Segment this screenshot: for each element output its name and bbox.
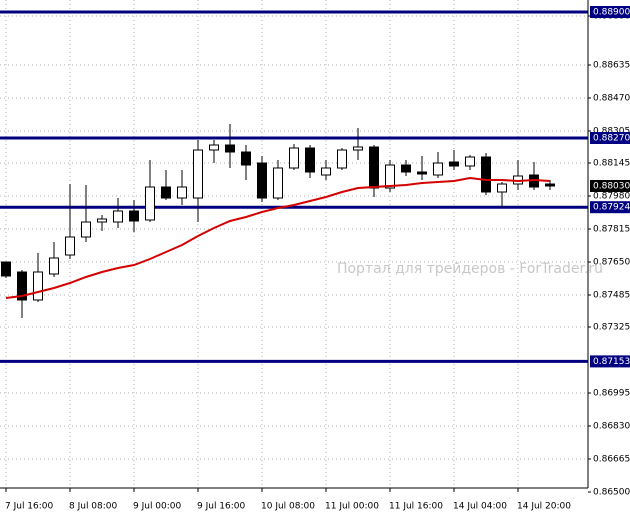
- price-label: 0.88900: [593, 8, 630, 18]
- y-tick-label: 0.87815: [593, 225, 630, 235]
- candle-body: [433, 162, 443, 176]
- price-label-box: [590, 6, 630, 18]
- candle-body: [145, 186, 155, 221]
- candle-body: [385, 164, 395, 189]
- last-price-label: 0.88030: [593, 182, 630, 192]
- candle-body: [49, 257, 59, 275]
- x-tick-label: 8 Jul 08:00: [69, 502, 118, 512]
- candle-body: [17, 271, 27, 301]
- candle-body: [113, 210, 123, 223]
- x-tick-label: 14 Jul 04:00: [453, 502, 507, 512]
- moving-average: [5, 176, 551, 299]
- candle-body: [289, 147, 299, 169]
- y-tick-label: 0.87650: [593, 258, 630, 268]
- watermark: Портал для трейдеров - ForTrader.ru: [337, 261, 603, 277]
- x-tick-label: 10 Jul 08:00: [261, 502, 315, 512]
- candle-body: [33, 271, 43, 301]
- y-tick-label: 0.87980: [593, 192, 630, 202]
- y-tick-label: 0.88635: [593, 61, 630, 71]
- y-tick-label: 0.86830: [593, 422, 630, 432]
- y-tick-label: 0.86665: [593, 455, 630, 465]
- candle-body: [161, 186, 171, 199]
- candle-body: [129, 210, 139, 222]
- last-price-box: [590, 180, 630, 192]
- candle-body: [417, 171, 427, 175]
- candle-body: [481, 156, 491, 193]
- candle-body: [337, 149, 347, 169]
- candle-body: [449, 161, 459, 167]
- price-label: 0.87924: [593, 203, 630, 213]
- y-tick-label: 0.88470: [593, 94, 630, 104]
- candle-body: [273, 167, 283, 199]
- candle-body: [401, 164, 411, 173]
- y-tick-label: 0.86995: [593, 389, 630, 399]
- y-tick-label: 0.88145: [593, 159, 630, 169]
- x-tick-label: 14 Jul 20:00: [517, 502, 571, 512]
- candle-body: [241, 151, 251, 166]
- y-tick-label: 0.88305: [593, 127, 630, 137]
- y-tick-label: 0.86500: [593, 488, 630, 498]
- candle-body: [81, 221, 91, 238]
- candle-body: [65, 236, 75, 256]
- candle-body: [257, 162, 267, 199]
- candle-body: [545, 183, 555, 187]
- candle-body: [193, 149, 203, 199]
- candle-body: [97, 218, 107, 223]
- candle-body: [497, 183, 507, 193]
- y-tick-label: 0.87485: [593, 291, 630, 301]
- y-tick-label: 0.87325: [593, 323, 630, 333]
- candle-body: [321, 167, 331, 176]
- candle-body: [369, 146, 379, 189]
- price-label-box: [590, 201, 630, 214]
- candle-body: [353, 146, 363, 151]
- x-tick-label: 9 Jul 16:00: [197, 502, 246, 512]
- price-label-box: [590, 132, 630, 144]
- candle-body: [305, 147, 315, 173]
- x-tick-label: 11 Jul 00:00: [325, 502, 379, 512]
- candle-body: [177, 186, 187, 199]
- candle-body: [225, 144, 235, 153]
- candle-body: [209, 144, 219, 151]
- x-tick-label: 9 Jul 00:00: [133, 502, 182, 512]
- price-label: 0.87153: [593, 357, 630, 367]
- x-tick-label: 7 Jul 16:00: [5, 502, 54, 512]
- candle-body: [1, 261, 11, 277]
- candle-body: [465, 156, 475, 167]
- price-label-box: [590, 355, 630, 368]
- x-tick-label: 11 Jul 16:00: [389, 502, 443, 512]
- price-label: 0.88270: [593, 134, 630, 144]
